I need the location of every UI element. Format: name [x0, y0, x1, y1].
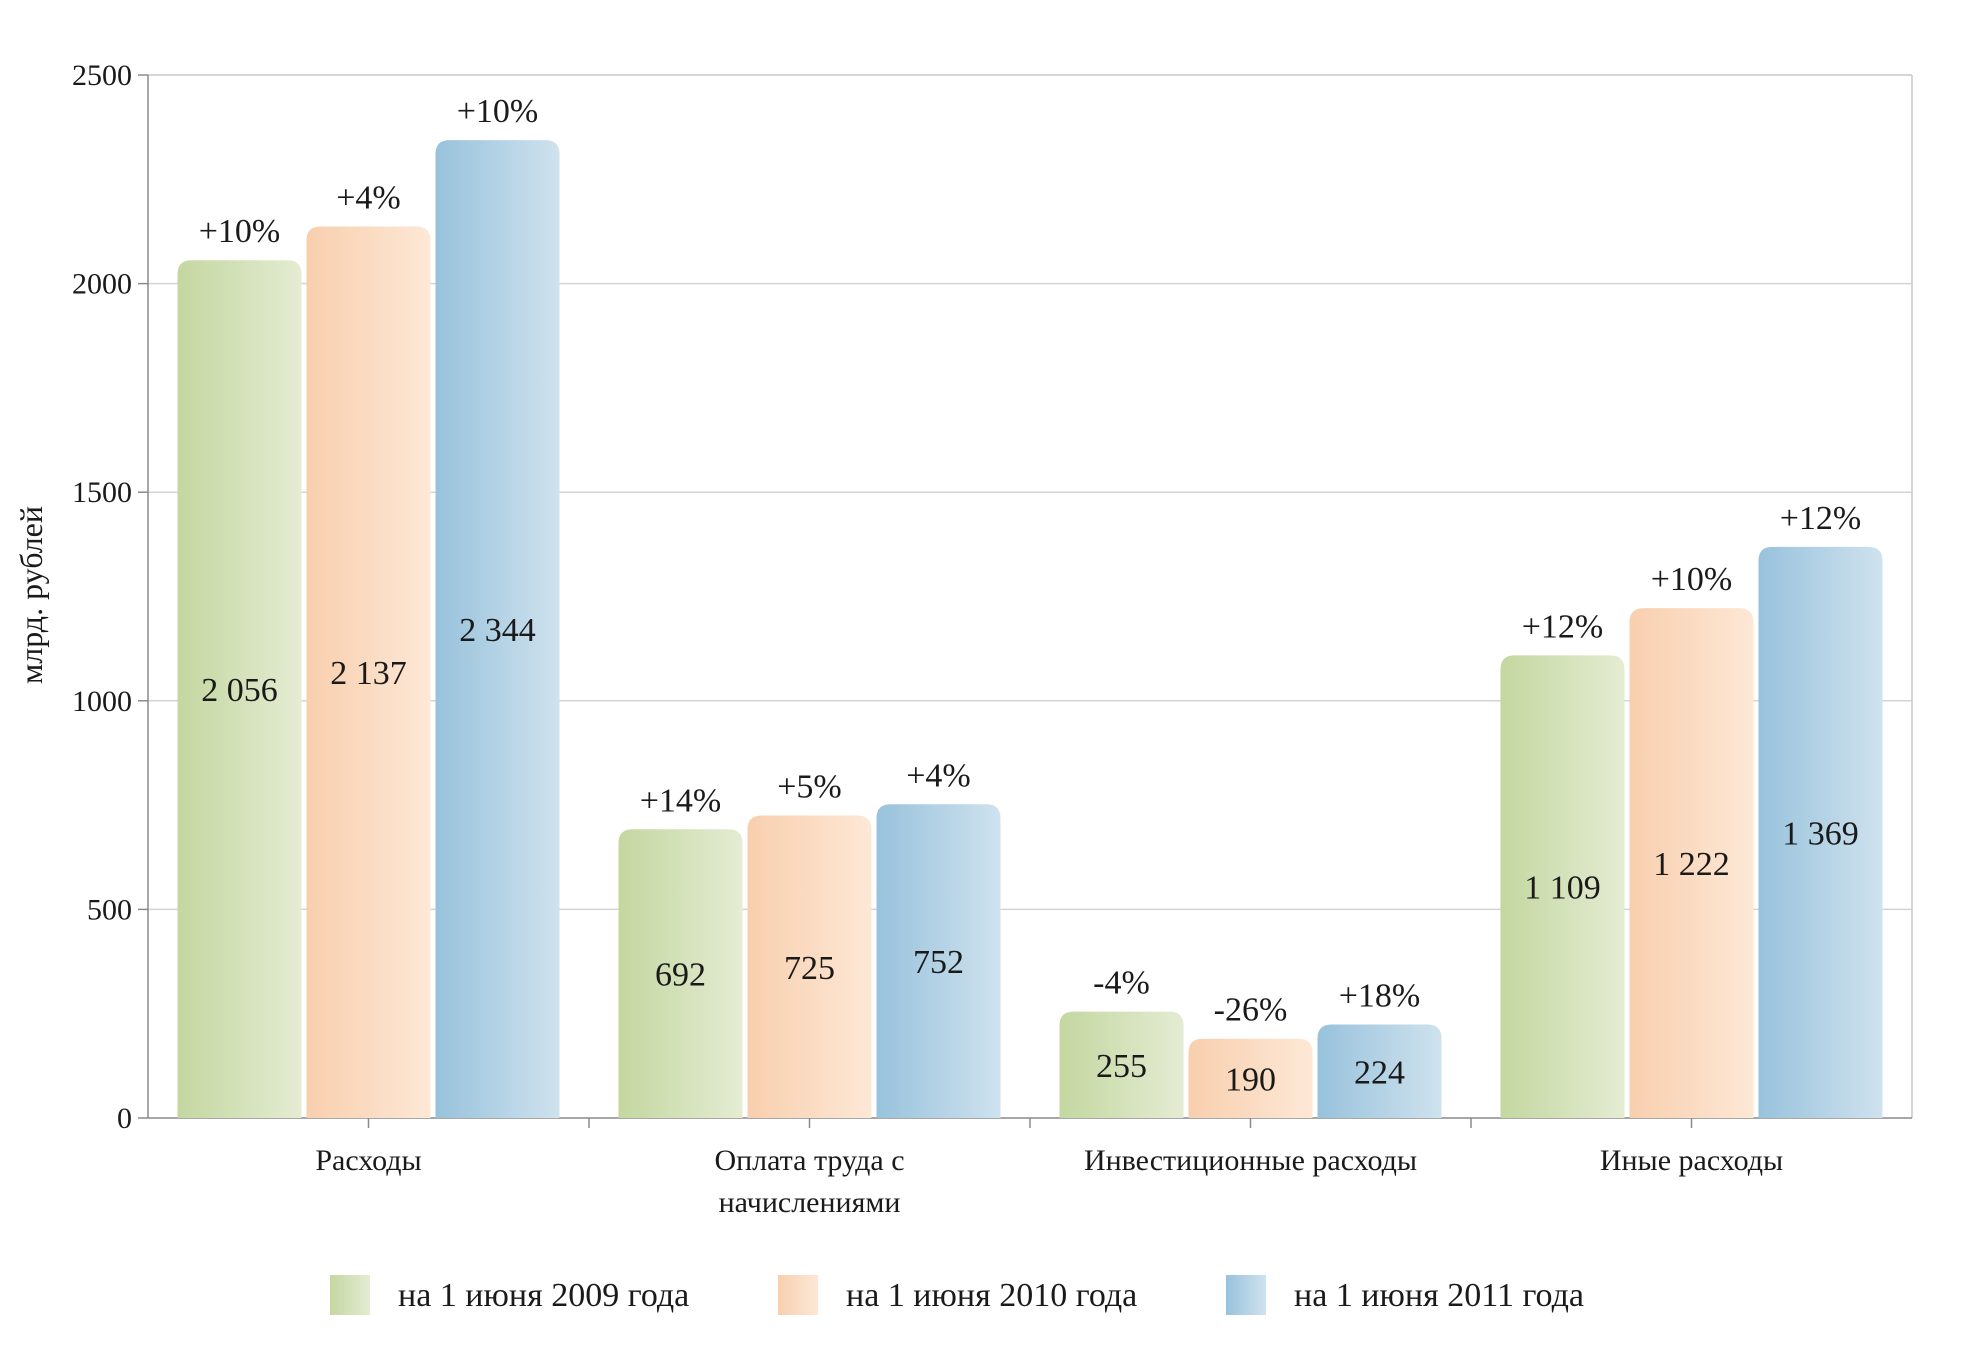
bar-change-label: +10%: [457, 93, 539, 130]
bar-value-label: 190: [1225, 1061, 1276, 1098]
bar-change-label: +14%: [640, 782, 722, 819]
bar: [1629, 608, 1754, 1118]
bar: [1317, 1024, 1442, 1118]
legend-label: на 1 июня 2010 года: [846, 1277, 1137, 1314]
bar-value-label: 2 056: [201, 672, 278, 709]
bar-change-label: +10%: [199, 213, 281, 250]
bar: [618, 829, 743, 1118]
bar-value-label: 692: [655, 957, 706, 994]
bar-change-label: +4%: [336, 179, 401, 216]
bar-value-label: 725: [784, 950, 835, 987]
y-tick-label: 500: [87, 893, 132, 926]
bars: [177, 140, 1883, 1119]
legend-label: на 1 июня 2011 года: [1294, 1277, 1584, 1314]
y-tick-label: 2500: [72, 59, 132, 92]
bar-value-label: 752: [913, 944, 964, 981]
y-tick-label: 1500: [72, 476, 132, 509]
bar-change-label: +12%: [1522, 608, 1604, 645]
legend-swatch: [778, 1275, 818, 1315]
bar-value-label: 224: [1354, 1054, 1405, 1091]
bar: [435, 140, 560, 1119]
bar-value-label: 2 137: [330, 655, 407, 692]
y-axis-title: млрд. рублей: [13, 506, 49, 684]
bar-change-label: -26%: [1214, 992, 1288, 1029]
legend-item: на 1 июня 2010 года: [778, 1275, 1137, 1315]
bar: [1188, 1038, 1313, 1118]
legend-swatch: [1226, 1275, 1266, 1315]
legend: на 1 июня 2009 года на 1 июня 2010 года на…: [330, 1275, 1584, 1315]
y-tick-label: 0: [117, 1102, 132, 1135]
bar-value-label: 1 222: [1653, 846, 1730, 883]
data-labels: 2 056 +10% 2 137 +4% 2 344 +10% 692 +14% 725 +5% 7…: [199, 93, 1862, 1098]
legend-item: на 1 июня 2011 года: [1226, 1275, 1584, 1315]
bar-change-label: +4%: [906, 757, 971, 794]
bar-change-label: +18%: [1339, 978, 1421, 1015]
y-tick-label: 1000: [72, 685, 132, 718]
legend-swatch: [330, 1275, 370, 1315]
bar-value-label: 1 109: [1524, 870, 1601, 907]
bar-change-label: -4%: [1093, 965, 1150, 1002]
category-label: Инвестиционные расходы: [1084, 1144, 1417, 1177]
bar-value-label: 255: [1096, 1048, 1147, 1085]
category-label: Иные расходы: [1600, 1144, 1783, 1177]
bar-value-label: 1 369: [1782, 815, 1859, 852]
category-label: Расходы: [315, 1144, 421, 1177]
category-labels: Расходы Оплата труда с начислениями Инвести…: [315, 1144, 1783, 1219]
bar-change-label: +12%: [1780, 500, 1862, 537]
y-tick-label: 2000: [72, 268, 132, 301]
bar: [177, 260, 302, 1118]
legend-item: на 1 июня 2009 года: [330, 1275, 689, 1315]
bar: [747, 815, 872, 1118]
bar: [1758, 546, 1883, 1118]
bar-change-label: +10%: [1651, 561, 1733, 598]
category-label: Оплата труда с начислениями: [714, 1144, 904, 1219]
bar-value-label: 2 344: [459, 612, 536, 649]
bar: [306, 226, 431, 1118]
bar: [1500, 655, 1625, 1118]
bar: [876, 804, 1001, 1118]
bar: [1059, 1011, 1184, 1118]
bar-change-label: +5%: [777, 769, 842, 806]
legend-label: на 1 июня 2009 года: [398, 1277, 689, 1314]
